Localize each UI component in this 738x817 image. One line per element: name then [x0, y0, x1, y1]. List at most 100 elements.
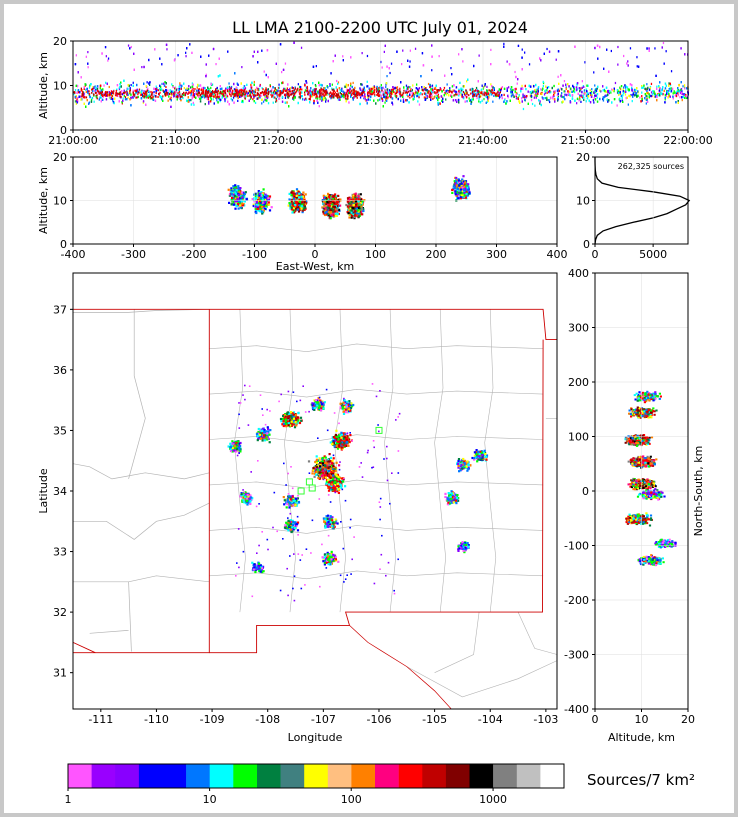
time-altitude-point [384, 101, 386, 104]
time-altitude-point [641, 98, 643, 101]
time-altitude-point [88, 102, 90, 105]
time-altitude-point [375, 87, 378, 90]
time-altitude-point [132, 93, 134, 96]
time-altitude-point [573, 88, 575, 91]
time-altitude-point [192, 87, 194, 90]
time-altitude-point [632, 95, 634, 98]
time-altitude-point [648, 47, 650, 50]
time-altitude-point [178, 85, 180, 88]
time-altitude-point [596, 93, 599, 96]
time-altitude-point [165, 89, 167, 92]
time-altitude-point [363, 86, 365, 89]
time-altitude-point [685, 96, 688, 100]
time-altitude-point [507, 96, 509, 99]
time-altitude-point [111, 95, 113, 97]
time-altitude-point [428, 95, 430, 98]
time-altitude-point [474, 90, 476, 92]
time-altitude-point [85, 88, 87, 91]
time-altitude-point [297, 87, 299, 90]
time-altitude-point [302, 98, 304, 101]
time-altitude-point [104, 94, 106, 97]
time-altitude-point [129, 47, 131, 50]
time-altitude-point [585, 94, 588, 97]
time-altitude-point [189, 43, 191, 46]
time-altitude-point [353, 95, 355, 98]
time-altitude-point [391, 101, 393, 104]
time-altitude-point [447, 91, 449, 94]
time-altitude-point [537, 90, 539, 93]
time-altitude-point [164, 81, 166, 84]
time-altitude-point [521, 84, 523, 87]
time-altitude-point [592, 99, 594, 102]
time-altitude-point [606, 94, 608, 97]
time-altitude-point [206, 94, 208, 97]
time-altitude-point [270, 90, 272, 93]
time-altitude-point [89, 94, 91, 97]
time-altitude-point [548, 86, 550, 89]
time-altitude-point [626, 62, 628, 65]
time-altitude-point [485, 95, 487, 98]
time-altitude-point [416, 94, 418, 98]
time-altitude-point [460, 93, 462, 96]
time-altitude-point [409, 60, 411, 63]
time-altitude-point [412, 98, 414, 101]
time-altitude-point [351, 93, 353, 96]
time-altitude-point [192, 83, 194, 86]
time-altitude-point [122, 99, 124, 102]
time-altitude-point [472, 98, 474, 101]
time-altitude-point [339, 89, 341, 92]
time-altitude-point [172, 92, 174, 95]
time-altitude-point [579, 96, 581, 99]
time-altitude-point [470, 100, 473, 104]
time-altitude-point [81, 91, 84, 93]
time-altitude-point [134, 89, 136, 92]
time-altitude-point [574, 45, 576, 48]
time-altitude-point [412, 92, 415, 95]
time-altitude-point [316, 95, 318, 98]
time-altitude-point [656, 99, 658, 102]
time-altitude-point [308, 93, 310, 96]
time-altitude-point [396, 50, 398, 53]
time-altitude-point [370, 95, 372, 98]
time-altitude-point [564, 98, 566, 101]
time-altitude-point [488, 96, 490, 99]
time-altitude-point [650, 94, 652, 98]
time-altitude-point [199, 94, 202, 97]
time-altitude-point [224, 92, 227, 94]
time-altitude-point [430, 96, 432, 99]
time-altitude-point [341, 89, 343, 92]
time-altitude-point [304, 93, 306, 96]
time-altitude-point [149, 81, 151, 84]
time-altitude-point [539, 57, 541, 60]
time-altitude-point [288, 94, 290, 97]
time-altitude-point [363, 95, 365, 98]
time-altitude-point [466, 91, 468, 94]
time-altitude-point [183, 82, 185, 85]
time-altitude-point [490, 91, 492, 94]
time-altitude-point [363, 94, 365, 97]
time-altitude-point [243, 85, 246, 88]
time-altitude-point [309, 101, 311, 104]
time-altitude-point [311, 90, 313, 93]
time-altitude-point [165, 86, 167, 89]
time-altitude-point [530, 92, 532, 95]
time-altitude-point [463, 85, 465, 88]
time-altitude-point [485, 101, 487, 104]
time-altitude-point [213, 102, 215, 105]
time-altitude-point [327, 99, 329, 103]
time-altitude-point [609, 90, 611, 93]
time-altitude-point [337, 96, 339, 99]
time-altitude-point [345, 100, 347, 103]
time-altitude-point [637, 94, 639, 97]
time-altitude-point [424, 98, 427, 101]
time-altitude-point [170, 99, 172, 102]
time-altitude-point [655, 74, 657, 77]
time-altitude-point [498, 97, 501, 100]
time-altitude-point [613, 87, 615, 90]
time-altitude-point [636, 95, 638, 98]
time-altitude-point [133, 68, 135, 71]
time-altitude-point [266, 92, 268, 94]
time-altitude-point [530, 91, 532, 94]
time-altitude-point [390, 95, 392, 98]
time-altitude-point [202, 89, 205, 92]
